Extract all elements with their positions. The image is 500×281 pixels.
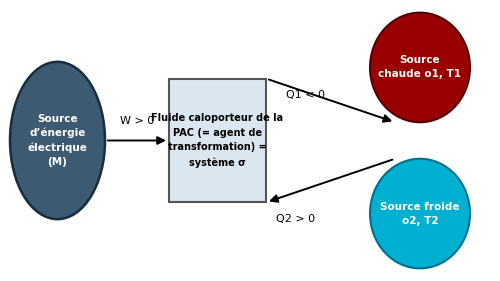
Text: Source
chaude o1, T1: Source chaude o1, T1 xyxy=(378,55,462,80)
Ellipse shape xyxy=(10,62,105,219)
Text: Fluide caloporteur de la
PAC (= agent de
transformation) =
système σ: Fluide caloporteur de la PAC (= agent de… xyxy=(152,113,284,168)
Text: Source froide
o2, T2: Source froide o2, T2 xyxy=(380,201,460,226)
Text: Q2 > 0: Q2 > 0 xyxy=(276,214,316,224)
FancyBboxPatch shape xyxy=(169,79,266,202)
Text: Q1 < 0: Q1 < 0 xyxy=(286,90,325,100)
Text: W > 0: W > 0 xyxy=(120,116,154,126)
Text: Source
d’énergie
électrique
(M): Source d’énergie électrique (M) xyxy=(28,114,88,167)
Ellipse shape xyxy=(370,159,470,268)
Ellipse shape xyxy=(370,13,470,122)
